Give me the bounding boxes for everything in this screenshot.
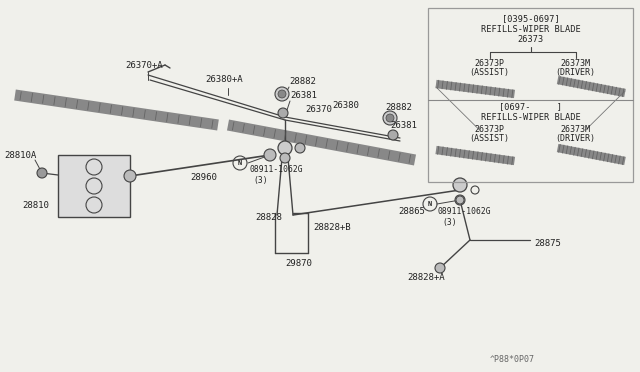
Circle shape [456,196,464,204]
Text: REFILLS-WIPER BLADE: REFILLS-WIPER BLADE [481,25,580,33]
Text: 28960: 28960 [190,173,217,182]
Text: (DRIVER): (DRIVER) [556,67,596,77]
Text: 26373: 26373 [517,35,543,45]
Text: 29870: 29870 [285,260,312,269]
Circle shape [435,263,445,273]
Text: ^P88*0P07: ^P88*0P07 [490,356,535,365]
Text: 28882: 28882 [385,103,412,112]
Circle shape [37,168,47,178]
Text: 26381: 26381 [390,122,417,131]
Text: 26370+A: 26370+A [125,61,163,70]
Text: 08911-1062G: 08911-1062G [437,208,491,217]
Circle shape [264,149,276,161]
Circle shape [386,114,394,122]
Text: [0697-     ]: [0697- ] [499,103,562,112]
Text: REFILLS-WIPER BLADE: REFILLS-WIPER BLADE [481,112,580,122]
Circle shape [455,195,465,205]
Circle shape [275,87,289,101]
Text: 26381: 26381 [290,92,317,100]
Text: 28828+A: 28828+A [407,273,445,282]
Text: [0395-0697]: [0395-0697] [502,15,559,23]
Text: 28865: 28865 [398,208,425,217]
Text: 28828+B: 28828+B [313,222,351,231]
Text: 26373M: 26373M [561,58,591,67]
Text: 28882: 28882 [289,77,316,87]
Text: 28875: 28875 [534,240,561,248]
Text: N: N [238,160,242,166]
Text: 26373P: 26373P [474,125,504,135]
Text: 26370: 26370 [305,106,332,115]
Text: (DRIVER): (DRIVER) [556,135,596,144]
Text: 08911-1062G: 08911-1062G [249,166,303,174]
Text: N: N [428,201,432,207]
Bar [428,8,633,182]
Circle shape [453,178,467,192]
Text: 28810: 28810 [22,201,49,209]
Circle shape [124,170,136,182]
Text: 28810A: 28810A [4,151,36,160]
Text: 26373M: 26373M [561,125,591,135]
Circle shape [278,90,286,98]
Circle shape [278,108,288,118]
Circle shape [278,141,292,155]
Circle shape [388,130,398,140]
Bar [58,155,130,217]
Text: (3): (3) [253,176,268,185]
Circle shape [280,153,290,163]
Text: (ASSIST): (ASSIST) [470,135,509,144]
Circle shape [383,111,397,125]
Text: 28828: 28828 [255,214,282,222]
Text: 26380+A: 26380+A [205,76,243,84]
Text: (ASSIST): (ASSIST) [470,67,509,77]
Text: 26380: 26380 [332,100,359,109]
Text: 26373P: 26373P [474,58,504,67]
Text: (3): (3) [442,218,456,227]
Circle shape [295,143,305,153]
